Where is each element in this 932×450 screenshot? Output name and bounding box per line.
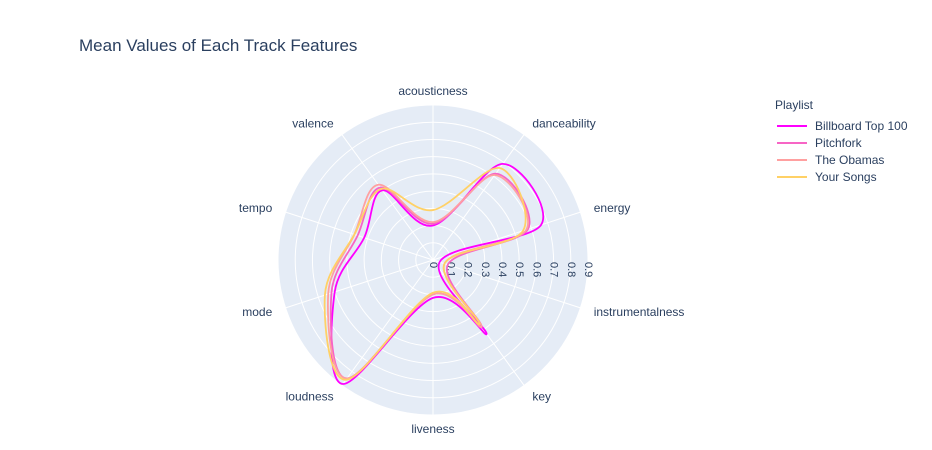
legend-swatch [777,141,807,144]
radial-tick-label: 0.9 [582,262,594,277]
chart-title: Mean Values of Each Track Features [79,36,358,55]
legend-label: The Obamas [815,152,885,167]
axis-label: key [532,390,551,404]
axis-label: acousticness [398,84,467,98]
legend-swatch [777,158,807,161]
legend-item[interactable]: Pitchfork [775,134,908,151]
angular-axis-labels: acousticness danceability energy instrument… [239,84,685,436]
radial-tick-label: 0.6 [530,262,542,277]
grid-spoke [432,259,581,309]
legend: Playlist Billboard Top 100 Pitchfork The O… [775,98,908,185]
legend-swatch [777,175,807,178]
radial-tick-label: 0.4 [496,262,508,277]
grid-spoke [285,259,434,309]
axis-label: energy [594,201,631,215]
legend-swatch [777,124,807,127]
legend-item[interactable]: The Obamas [775,151,908,168]
grid-spoke [285,211,434,261]
series-line [323,167,527,381]
angular-grid [285,105,581,415]
legend-label: Your Songs [815,169,877,184]
axis-label: instrumentalness [594,305,685,319]
legend-title: Playlist [775,98,814,112]
radial-tick-label: 0.2 [462,262,474,277]
radial-tick-label: 0.8 [565,262,577,277]
axis-label: loudness [286,390,334,404]
grid-spoke [341,259,434,386]
legend-item[interactable]: Billboard Top 100 [775,117,908,134]
axis-label: tempo [239,201,273,215]
radial-tick-label: 0 [427,262,439,268]
axis-label: danceability [532,116,595,130]
grid-spoke [341,134,434,261]
legend-item[interactable]: Your Songs [775,168,908,185]
grid-spoke [432,211,581,261]
legend-items: Billboard Top 100 Pitchfork The Obamas Your… [775,117,908,185]
radial-tick-label: 0.3 [479,262,491,277]
series-line [330,162,544,385]
axis-label: liveness [411,422,454,436]
legend-label: Pitchfork [815,135,862,150]
axis-label: mode [242,305,272,319]
radial-tick-label: 0.5 [513,262,525,277]
legend-label: Billboard Top 100 [815,118,908,133]
radial-tick-label: 0.7 [548,262,560,277]
grid-spoke [432,134,525,261]
axis-label: valence [292,116,334,130]
series-lines [323,162,544,385]
